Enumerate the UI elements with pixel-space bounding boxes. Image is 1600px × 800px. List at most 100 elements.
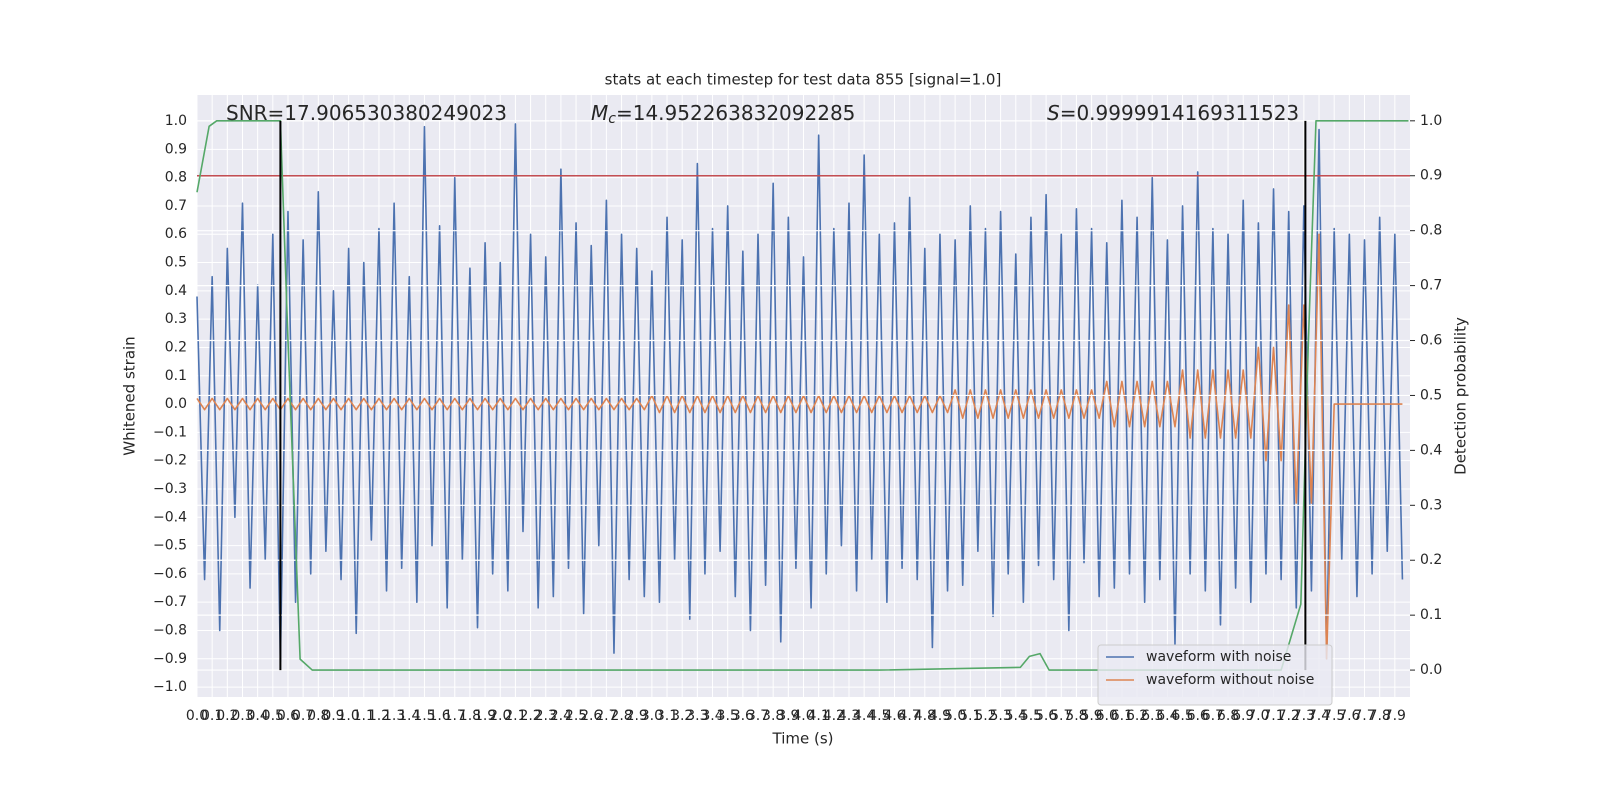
- y-tick-label: 0.6: [165, 226, 187, 242]
- y-tick-label: 0.7: [165, 198, 187, 214]
- series-line: [196, 123, 1404, 663]
- x-tick-label: 3.7: [747, 708, 769, 724]
- x-tick-label: 6.4: [1156, 708, 1178, 724]
- x-tick-label: 4.8: [914, 708, 936, 724]
- x-tick-label: 6.7: [1202, 708, 1224, 724]
- x-tick-label: 2.7: [595, 708, 617, 724]
- y-tick-label: 1.0: [165, 113, 187, 129]
- x-tick-label: 3.8: [762, 708, 784, 724]
- x-tick-label: 5.3: [989, 708, 1011, 724]
- y-tick-label: 0.4: [165, 283, 187, 299]
- x-tick-label: 3.1: [656, 708, 678, 724]
- x-tick-label: 7.1: [1262, 708, 1284, 724]
- x-tick-label: 6.1: [1111, 708, 1133, 724]
- x-tick-label: 0.1: [201, 708, 223, 724]
- annotation-text: =0.9999914169311523: [1060, 101, 1299, 125]
- x-tick-label: 7.4: [1308, 708, 1330, 724]
- x-tick-label: 0.0: [186, 708, 208, 724]
- y-tick-label: −1.0: [153, 679, 187, 695]
- x-tick-label: 1.7: [444, 708, 466, 724]
- y-tick-label: 0.3: [165, 311, 187, 327]
- legend-label: waveform without noise: [1146, 672, 1314, 688]
- x-tick-label: 0.7: [292, 708, 314, 724]
- y-tick-label: −0.5: [153, 538, 187, 554]
- y-axis-label: Whitened strain: [121, 336, 139, 455]
- x-tick-label: 7.9: [1384, 708, 1406, 724]
- x-tick-label: 7.7: [1353, 708, 1375, 724]
- y2-tick-label: 0.5: [1420, 387, 1442, 403]
- annotation-symbol: S: [1047, 101, 1060, 125]
- annotation: SNR=17.906530380249023: [226, 101, 507, 125]
- x-tick-label: 1.1: [353, 708, 375, 724]
- x-tick-label: 5.4: [1005, 708, 1027, 724]
- x-tick-label: 3.6: [732, 708, 754, 724]
- y-tick-label: 0.9: [165, 141, 187, 157]
- x-tick-label: 3.0: [641, 708, 663, 724]
- x-tick-label: 3.4: [701, 708, 723, 724]
- x-tick-label: 4.3: [838, 708, 860, 724]
- x-tick-label: 2.6: [580, 708, 602, 724]
- x-tick-label: 2.4: [550, 708, 572, 724]
- x-tick-label: 2.2: [519, 708, 541, 724]
- x-tick-label: 4.7: [899, 708, 921, 724]
- legend-box: [1097, 644, 1333, 706]
- y-tick-label: −0.6: [153, 566, 187, 582]
- y-tick-label: 0.2: [165, 339, 187, 355]
- x-tick-label: 5.7: [1050, 708, 1072, 724]
- series-line: [196, 120, 1409, 671]
- x-tick-label: 0.8: [307, 708, 329, 724]
- y-tick-label: −0.9: [153, 651, 187, 667]
- x-tick-label: 7.6: [1338, 708, 1360, 724]
- y2-tick-label: 0.3: [1420, 497, 1442, 513]
- x-tick-label: 2.3: [535, 708, 557, 724]
- annotation-subscript: c: [608, 111, 616, 127]
- x-tick-label: 6.9: [1232, 708, 1254, 724]
- x-tick-label: 7.5: [1323, 708, 1345, 724]
- x-tick-label: 2.1: [504, 708, 526, 724]
- x-tick-label: 4.9: [929, 708, 951, 724]
- y2-tick-label: 0.7: [1420, 278, 1442, 294]
- x-tick-label: 6.0: [1096, 708, 1118, 724]
- legend-label: waveform with noise: [1146, 649, 1291, 665]
- x-tick-label: 1.3: [383, 708, 405, 724]
- x-tick-label: 5.0: [944, 708, 966, 724]
- chart-title: stats at each timestep for test data 855…: [605, 71, 1002, 89]
- annotation-symbol: M: [591, 101, 608, 125]
- x-tick-label: 4.0: [792, 708, 814, 724]
- x-tick-label: 6.2: [1126, 708, 1148, 724]
- x-tick-label: 5.6: [1035, 708, 1057, 724]
- x-tick-label: 0.3: [231, 708, 253, 724]
- x-tick-label: 2.5: [565, 708, 587, 724]
- y-tick-label: 0.0: [165, 396, 187, 412]
- y2-axis-label: Detection probability: [1452, 317, 1470, 475]
- x-tick-label: 1.6: [428, 708, 450, 724]
- annotation-text: =14.952263832092285: [616, 101, 855, 125]
- annotation-text: SNR=17.906530380249023: [226, 101, 507, 125]
- y-tick-label: −0.1: [153, 424, 187, 440]
- x-tick-label: 7.0: [1247, 708, 1269, 724]
- x-tick-label: 3.3: [686, 708, 708, 724]
- x-tick-label: 6.5: [1171, 708, 1193, 724]
- x-tick-label: 0.2: [216, 708, 238, 724]
- x-tick-label: 1.8: [459, 708, 481, 724]
- x-tick-label: 4.4: [853, 708, 875, 724]
- x-tick-label: 3.9: [777, 708, 799, 724]
- y-tick-label: −0.7: [153, 594, 187, 610]
- x-tick-label: 2.0: [489, 708, 511, 724]
- y2-tick-label: 0.8: [1420, 223, 1442, 239]
- x-tick-label: 1.0: [337, 708, 359, 724]
- annotation: S=0.9999914169311523: [1047, 101, 1299, 125]
- y2-tick-label: 0.9: [1420, 168, 1442, 184]
- x-tick-label: 1.2: [368, 708, 390, 724]
- x-tick-label: 0.5: [262, 708, 284, 724]
- x-tick-label: 6.6: [1187, 708, 1209, 724]
- y2-tick-label: 1.0: [1420, 113, 1442, 129]
- y2-tick-label: 0.6: [1420, 333, 1442, 349]
- y-tick-label: −0.4: [153, 509, 187, 525]
- x-tick-label: 3.5: [717, 708, 739, 724]
- y-tick-label: −0.8: [153, 622, 187, 638]
- x-tick-label: 2.9: [626, 708, 648, 724]
- x-tick-label: 7.3: [1293, 708, 1315, 724]
- x-tick-label: 0.4: [247, 708, 269, 724]
- x-axis-label: Time (s): [772, 730, 834, 748]
